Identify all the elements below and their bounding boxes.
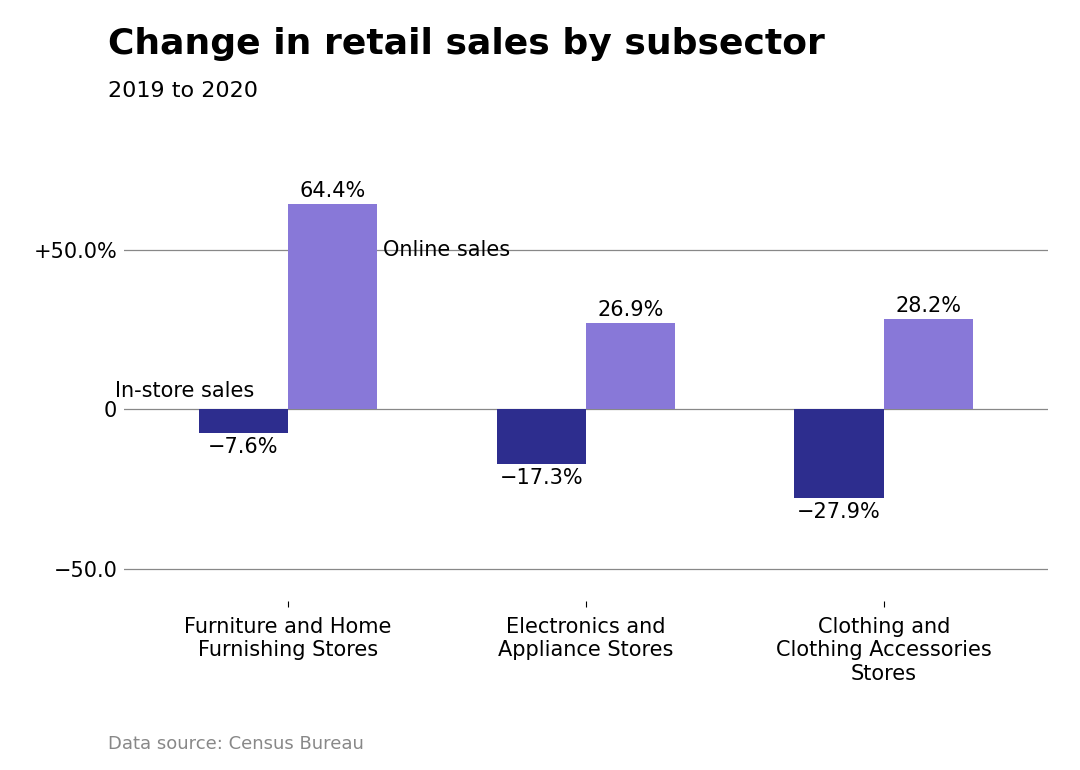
Text: −7.6%: −7.6% — [208, 437, 279, 457]
Text: 64.4%: 64.4% — [299, 181, 366, 200]
Text: Online sales: Online sales — [383, 239, 511, 259]
Text: −17.3%: −17.3% — [499, 468, 583, 488]
Text: −27.9%: −27.9% — [797, 502, 881, 522]
Bar — [586, 323, 675, 409]
Text: Change in retail sales by subsector: Change in retail sales by subsector — [108, 27, 825, 61]
Text: 28.2%: 28.2% — [895, 296, 961, 316]
Bar — [288, 204, 377, 409]
Text: 26.9%: 26.9% — [597, 300, 664, 320]
Bar — [795, 409, 883, 498]
Text: Data source: Census Bureau: Data source: Census Bureau — [108, 735, 364, 753]
Bar — [199, 409, 288, 434]
Text: In-store sales: In-store sales — [116, 381, 255, 401]
Bar — [883, 320, 973, 409]
Text: 2019 to 2020: 2019 to 2020 — [108, 81, 258, 101]
Bar — [497, 409, 586, 464]
